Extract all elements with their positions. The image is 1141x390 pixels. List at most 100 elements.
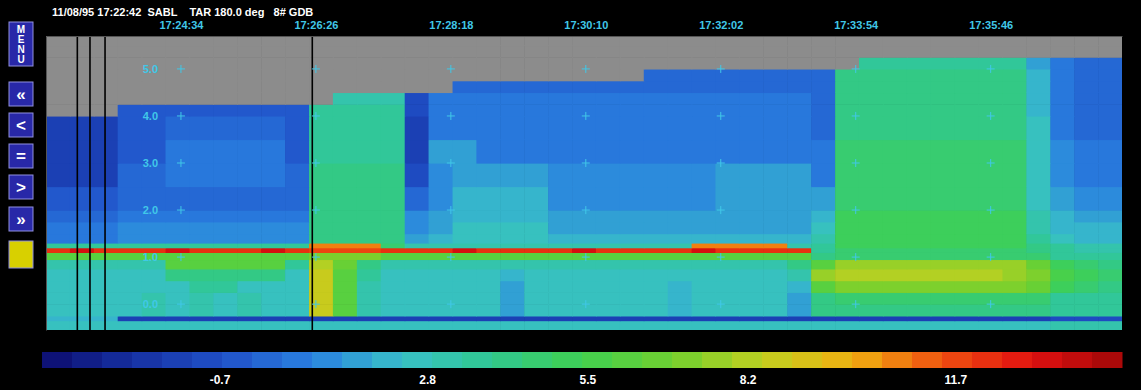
heatmap-cell [453, 139, 477, 163]
heatmap-cell [692, 304, 716, 316]
heatmap-cell [883, 104, 907, 116]
heatmap-cell [1026, 316, 1051, 321]
heatmap-cell [429, 222, 454, 234]
menu-button[interactable]: < [9, 113, 33, 137]
heatmap-cell [285, 281, 310, 293]
heatmap-cell [166, 269, 191, 281]
menu-button-box[interactable] [9, 113, 33, 137]
heatmap-cell [381, 222, 406, 234]
heatmap-cell [476, 104, 500, 116]
menu-button[interactable]: » [9, 207, 33, 231]
heatmap-cell [285, 259, 310, 269]
heatmap-cell [548, 316, 573, 321]
heatmap-cell [668, 163, 692, 187]
heatmap-cell [668, 234, 692, 244]
heatmap-cell [524, 259, 548, 269]
heatmap-cell [715, 163, 740, 187]
menu-button-box[interactable] [9, 22, 33, 66]
menu-button-label[interactable]: MENU [17, 24, 25, 65]
heatmap-cell [190, 139, 214, 163]
heatmap-cell [644, 139, 669, 163]
menu-button-box[interactable] [9, 207, 33, 231]
heatmap-cell [1050, 304, 1074, 316]
colorbar-swatch [522, 352, 553, 368]
heatmap-cell [261, 139, 285, 163]
no-data-cell [381, 45, 406, 57]
no-data-cell [907, 45, 931, 57]
heatmap-cell [166, 304, 191, 316]
no-data-cell [46, 57, 70, 69]
menu-button[interactable]: = [9, 144, 33, 168]
heatmap-cell [620, 210, 644, 222]
no-data-cell [548, 45, 573, 57]
colorbar-swatch [1062, 352, 1093, 368]
heatmap-cell [261, 281, 285, 293]
grid-plus [717, 112, 725, 120]
heatmap-cell [333, 248, 358, 253]
heatmap-cell [548, 210, 573, 222]
no-data-cell [787, 36, 811, 46]
no-data-cell [237, 81, 261, 93]
heatmap-cell [1074, 222, 1099, 234]
menu-button-label[interactable]: < [16, 116, 26, 135]
heatmap-cell [692, 243, 716, 248]
no-data-cell [811, 45, 836, 57]
heatmap-cell [405, 316, 429, 321]
menu-button-label[interactable]: = [16, 147, 26, 166]
heatmap-cell [739, 304, 763, 316]
menu-button-box[interactable] [9, 175, 33, 199]
heatmap-cell [1074, 104, 1099, 116]
chart-container: 11/08/95 17:22:42 SABL TAR 180.0 deg 8# … [0, 0, 1141, 390]
no-data-cell [955, 36, 979, 46]
y-tick-label: 3.0 [143, 157, 158, 169]
heatmap-cell [261, 259, 285, 269]
no-data-cell [715, 36, 740, 46]
grid-plus [852, 206, 860, 214]
heatmap-cell [739, 248, 763, 253]
no-data-cell [620, 69, 644, 81]
menu-button-label[interactable]: « [16, 85, 25, 104]
menu-letter[interactable]: U [17, 54, 24, 65]
event-marker [311, 36, 313, 330]
menu-button[interactable]: MENU [9, 22, 33, 66]
menu-color-button[interactable] [9, 241, 33, 268]
heatmap-cell [285, 139, 310, 163]
menu-button-label[interactable]: > [16, 178, 26, 197]
heatmap-cell [1074, 252, 1099, 260]
heatmap-cell [548, 281, 573, 293]
heatmap-cell [763, 139, 788, 163]
heatmap-cell [859, 116, 884, 140]
heatmap-cell [955, 321, 979, 330]
colorbar-label: 11.7 [944, 373, 967, 387]
menu-button[interactable]: > [9, 175, 33, 199]
menu-button[interactable]: « [9, 82, 33, 106]
heatmap-cell [931, 269, 956, 281]
no-data-cell [453, 57, 477, 69]
heatmap-cell [429, 304, 454, 316]
menu-button-label[interactable]: » [16, 210, 25, 229]
heatmap-cell [142, 321, 166, 330]
heatmap-cell [835, 316, 859, 321]
heatmap-cell [644, 269, 669, 281]
heatmap-cell [620, 116, 644, 140]
heatmap-cell [1098, 281, 1122, 293]
heatmap-cell [907, 92, 931, 104]
heatmap-cell [859, 81, 884, 93]
heatmap-cell [333, 139, 358, 163]
menu-button-box[interactable] [9, 82, 33, 106]
heatmap-cell [955, 222, 979, 234]
heatmap-cell [333, 243, 358, 248]
no-data-cell [261, 57, 285, 69]
heatmap-cell [955, 69, 979, 81]
heatmap-cell [883, 69, 907, 81]
heatmap-cell [429, 234, 454, 244]
heatmap-cell [811, 243, 836, 248]
no-data-cell [500, 69, 525, 81]
heatmap-cell [500, 243, 525, 248]
heatmap-cell [883, 210, 907, 222]
heatmap-cell [237, 104, 261, 116]
event-marker [77, 36, 79, 330]
menu-button-box[interactable] [9, 144, 33, 168]
heatmap-cell [524, 281, 548, 293]
heatmap-cell [787, 243, 811, 248]
